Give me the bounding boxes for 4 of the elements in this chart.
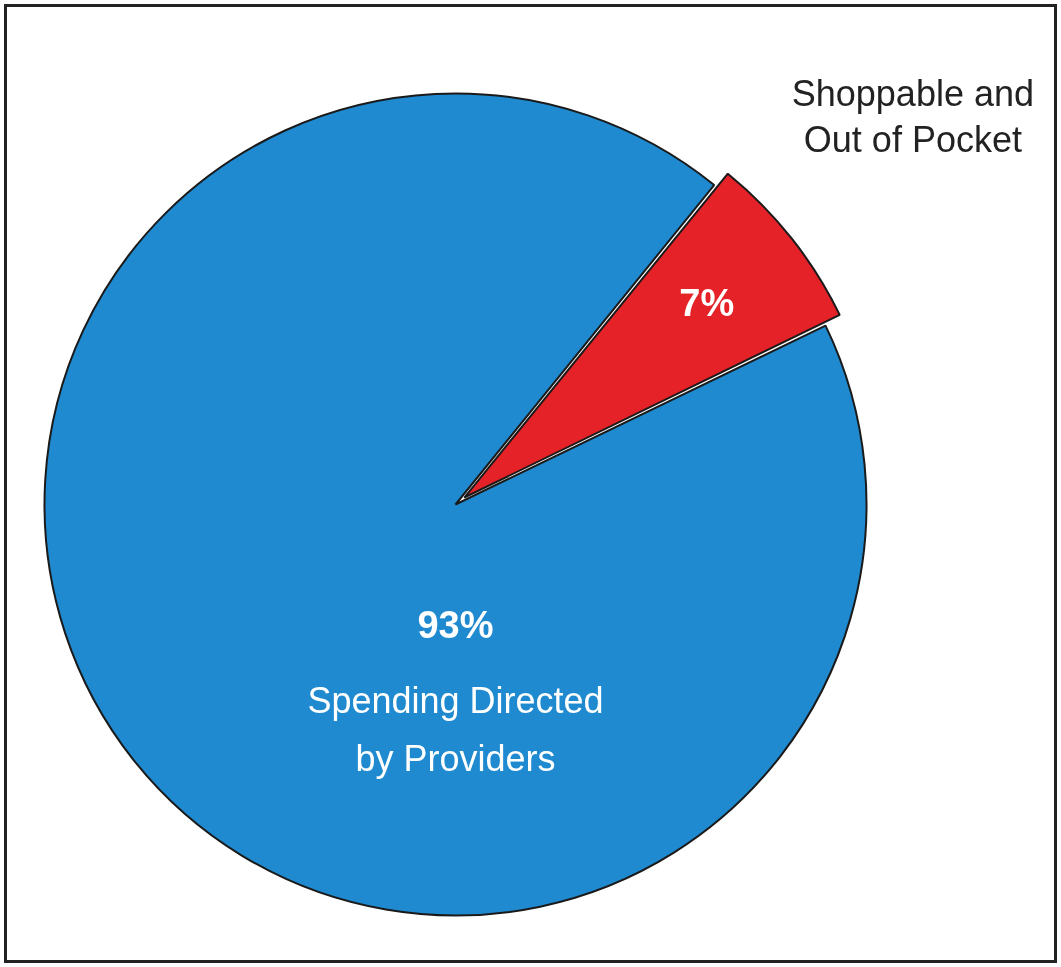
- data-label: 7%: [679, 281, 735, 324]
- slice-label: Shoppable and Out of Pocket: [791, 72, 1034, 160]
- data-label: 93%: [417, 604, 494, 647]
- slice-label: Spending Directed by Providers: [307, 679, 604, 779]
